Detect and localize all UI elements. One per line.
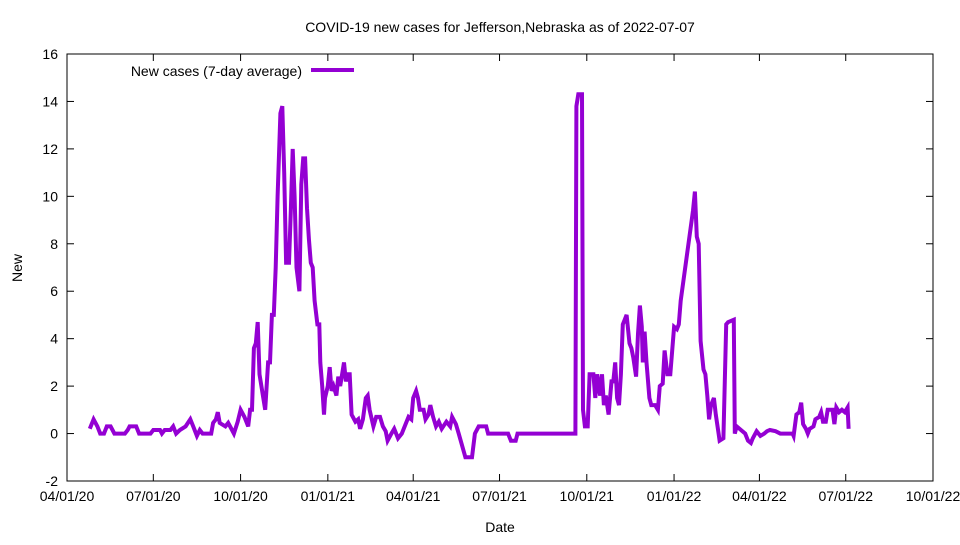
chart-title: COVID-19 new cases for Jefferson,Nebrask… (305, 19, 695, 35)
legend-label: New cases (7-day average) (131, 63, 302, 79)
legend: New cases (7-day average) (131, 63, 354, 79)
y-tick-label: 2 (50, 378, 58, 394)
y-axis: -2 0 2 4 6 8 10 12 14 16 (42, 46, 933, 489)
x-tick-label: 01/01/21 (301, 488, 356, 504)
y-tick-label: 0 (50, 426, 58, 442)
y-tick-label: -2 (46, 473, 59, 489)
x-tick-label: 10/01/22 (906, 488, 960, 504)
x-tick-label: 10/01/20 (213, 488, 268, 504)
x-axis: 04/01/20 07/01/20 10/01/20 01/01/21 04/01/21… (40, 54, 960, 504)
x-axis-label: Date (485, 519, 515, 535)
x-tick-label: 04/01/20 (40, 488, 95, 504)
y-tick-label: 4 (50, 331, 58, 347)
y-tick-label: 8 (50, 236, 58, 252)
x-tick-label: 04/01/22 (732, 488, 787, 504)
y-tick-label: 6 (50, 283, 58, 299)
y-axis-label: New (9, 253, 25, 282)
y-tick-label: 16 (42, 46, 58, 62)
series-line (87, 92, 851, 460)
y-tick-label: 14 (42, 93, 58, 109)
series-group (87, 92, 851, 460)
x-tick-label: 07/01/21 (472, 488, 527, 504)
x-tick-label: 04/01/21 (386, 488, 441, 504)
x-tick-label: 07/01/20 (126, 488, 181, 504)
x-tick-label: 01/01/22 (647, 488, 702, 504)
y-tick-label: 10 (42, 188, 58, 204)
x-tick-label: 10/01/21 (560, 488, 615, 504)
x-tick-label: 07/01/22 (818, 488, 873, 504)
y-tick-label: 12 (42, 141, 58, 157)
